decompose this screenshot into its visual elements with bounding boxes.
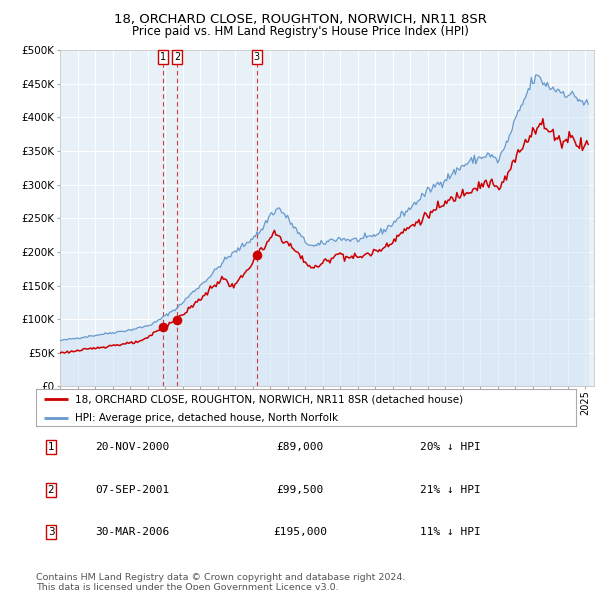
Point [158, 322, 168, 332]
Text: 1: 1 [47, 442, 55, 452]
Text: This data is licensed under the Open Government Licence v3.0.: This data is licensed under the Open Gov… [36, 583, 338, 590]
Text: 2: 2 [174, 52, 180, 62]
Point [252, 251, 262, 260]
Text: £89,000: £89,000 [277, 442, 323, 452]
Text: HPI: Average price, detached house, North Norfolk: HPI: Average price, detached house, Nort… [75, 413, 338, 423]
Text: £99,500: £99,500 [277, 485, 323, 494]
Text: 11% ↓ HPI: 11% ↓ HPI [419, 527, 481, 537]
Text: 07-SEP-2001: 07-SEP-2001 [95, 485, 169, 494]
Point [172, 315, 182, 324]
Text: Contains HM Land Registry data © Crown copyright and database right 2024.: Contains HM Land Registry data © Crown c… [36, 573, 406, 582]
Text: 1: 1 [160, 52, 166, 62]
Text: 20-NOV-2000: 20-NOV-2000 [95, 442, 169, 452]
Text: 2: 2 [47, 485, 55, 494]
Text: 21% ↓ HPI: 21% ↓ HPI [419, 485, 481, 494]
Text: Price paid vs. HM Land Registry's House Price Index (HPI): Price paid vs. HM Land Registry's House … [131, 25, 469, 38]
Text: 3: 3 [47, 527, 55, 537]
Text: 18, ORCHARD CLOSE, ROUGHTON, NORWICH, NR11 8SR (detached house): 18, ORCHARD CLOSE, ROUGHTON, NORWICH, NR… [75, 394, 463, 404]
Text: 3: 3 [254, 52, 260, 62]
Text: £195,000: £195,000 [273, 527, 327, 537]
Text: 30-MAR-2006: 30-MAR-2006 [95, 527, 169, 537]
Text: 20% ↓ HPI: 20% ↓ HPI [419, 442, 481, 452]
Text: 18, ORCHARD CLOSE, ROUGHTON, NORWICH, NR11 8SR: 18, ORCHARD CLOSE, ROUGHTON, NORWICH, NR… [113, 13, 487, 26]
